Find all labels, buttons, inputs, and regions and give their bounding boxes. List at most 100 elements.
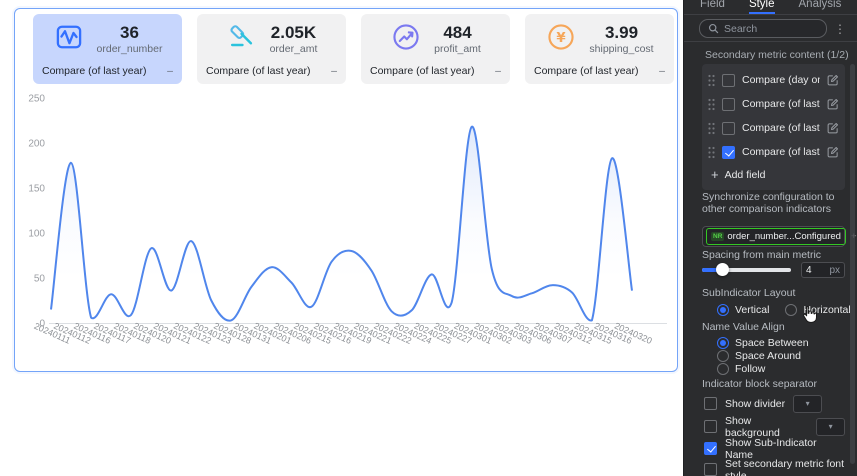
edit-icon[interactable] bbox=[827, 98, 839, 110]
metric-value: 3.99 bbox=[604, 23, 639, 42]
align-radio[interactable] bbox=[717, 362, 729, 375]
y-axis-tick: 250 bbox=[28, 94, 45, 105]
field-label: Compare (of last week) bbox=[742, 98, 820, 110]
search-input[interactable]: Search bbox=[699, 19, 827, 38]
metric-card-order_number[interactable]: 36 order_number Compare (of last year) – bbox=[33, 14, 182, 84]
panel-scrollbar[interactable] bbox=[850, 64, 855, 464]
field-row[interactable]: Compare (day on day) bbox=[708, 68, 839, 92]
align-option[interactable]: Space Between bbox=[717, 336, 857, 349]
compare-label: Compare (of last year) bbox=[42, 65, 147, 77]
drag-handle-icon[interactable] bbox=[708, 74, 715, 87]
y-axis-tick: 100 bbox=[28, 229, 45, 240]
compare-row: Compare (of last year) – bbox=[525, 65, 674, 84]
metric-values: 3.99 shipping_cost bbox=[589, 23, 654, 56]
line-chart-icon bbox=[53, 21, 85, 58]
metric-card-main: 36 order_number bbox=[33, 21, 182, 58]
align-option-label: Space Between bbox=[735, 336, 809, 349]
metric-card-profit_amt[interactable]: 484 profit_amt Compare (of last year) – bbox=[361, 14, 510, 84]
field-row[interactable]: Compare (of last mon... bbox=[708, 116, 839, 140]
y-axis-tick: 200 bbox=[28, 139, 45, 150]
drag-handle-icon[interactable] bbox=[708, 146, 715, 159]
name-value-align-options: Space Between Space Around Follow bbox=[717, 336, 857, 375]
field-row[interactable]: Compare (of last week) bbox=[708, 92, 839, 116]
toggle-checkbox[interactable] bbox=[704, 463, 717, 476]
chart-line-series bbox=[50, 125, 633, 322]
align-radio[interactable] bbox=[717, 336, 729, 349]
sync-target-select[interactable]: NR order_number...Configured +2 ▾ bbox=[702, 226, 857, 247]
tab-analysis[interactable]: Analysis bbox=[798, 0, 842, 10]
layout-option[interactable]: Vertical bbox=[717, 304, 769, 317]
toggle-row: Show Sub-Indicator Name bbox=[704, 437, 845, 461]
toggle-row: Show background ▾ bbox=[704, 415, 845, 439]
toggle-row: Show divider ▾ bbox=[704, 394, 845, 413]
line-chart-svg: 0501001502002502024011120240112202401162… bbox=[28, 94, 667, 346]
metric-label: shipping_cost bbox=[589, 43, 654, 55]
metric-values: 2.05K order_amt bbox=[270, 23, 318, 56]
numeric-field-icon: NR bbox=[711, 232, 725, 241]
field-row[interactable]: Compare (of last year) bbox=[708, 140, 839, 164]
compare-row: Compare (of last year) – bbox=[361, 65, 510, 84]
field-label: Compare (of last year) bbox=[742, 146, 820, 158]
search-icon bbox=[708, 23, 719, 34]
metric-cards-row: 36 order_number Compare (of last year) –2.0… bbox=[33, 14, 674, 84]
spacing-slider-row: 4 px bbox=[702, 262, 845, 278]
tab-style[interactable]: Style bbox=[748, 0, 775, 14]
field-checkbox[interactable] bbox=[722, 97, 735, 111]
edit-icon[interactable] bbox=[827, 122, 839, 134]
metric-card-main: 2.05K order_amt bbox=[197, 21, 346, 58]
drag-handle-icon[interactable] bbox=[708, 98, 715, 111]
align-option-label: Space Around bbox=[735, 349, 801, 362]
metric-card-shipping_cost[interactable]: ¥3.99 shipping_cost Compare (of last year)… bbox=[525, 14, 674, 84]
add-field-label: Add field bbox=[724, 169, 766, 181]
kebab-menu-icon[interactable]: ⋮ bbox=[834, 21, 846, 36]
tab-field[interactable]: Field bbox=[700, 0, 725, 10]
caret-down-icon: ▾ bbox=[805, 399, 810, 408]
metric-card-order_amt[interactable]: 2.05K order_amt Compare (of last year) – bbox=[197, 14, 346, 84]
spacing-slider[interactable] bbox=[702, 263, 791, 277]
section-title: Secondary metric content (1/2) bbox=[705, 49, 849, 61]
chart-area-fill bbox=[51, 126, 632, 324]
toggle-label: Show Sub-Indicator Name bbox=[725, 436, 817, 461]
search-row: Search ⋮ bbox=[684, 16, 857, 42]
field-checkbox[interactable] bbox=[722, 145, 735, 159]
layout-radio[interactable] bbox=[785, 304, 798, 316]
toggle-label: Set secondary metric font style bbox=[725, 457, 845, 476]
compare-value: – bbox=[495, 65, 501, 77]
trend-line-chart[interactable]: 0 50 100 150 200 250 20240111 20240112 20240116 2… bbox=[15, 89, 677, 367]
y-axis-tick: 50 bbox=[34, 274, 46, 285]
compare-label: Compare (of last year) bbox=[206, 65, 311, 77]
toggle-checkbox[interactable] bbox=[704, 442, 717, 455]
toggle-checkbox[interactable] bbox=[704, 397, 717, 410]
toggle-label: Show divider bbox=[725, 397, 786, 410]
edit-icon[interactable] bbox=[827, 74, 839, 86]
field-checkbox[interactable] bbox=[722, 121, 735, 135]
add-field-button[interactable]: + Add field bbox=[708, 164, 839, 186]
y-axis-tick: 0 bbox=[39, 319, 45, 330]
indicator-chart-widget[interactable]: 36 order_number Compare (of last year) –2.0… bbox=[14, 8, 678, 372]
layout-option-label: Horizontal bbox=[803, 304, 851, 316]
panel-tabs: Field Style Analysis bbox=[684, 0, 857, 15]
drag-handle-icon[interactable] bbox=[708, 122, 715, 135]
toggle-checkbox[interactable] bbox=[704, 420, 717, 433]
layout-option[interactable]: Horizontal bbox=[785, 304, 851, 317]
edit-icon[interactable] bbox=[827, 146, 839, 158]
slider-thumb[interactable] bbox=[715, 263, 729, 276]
separator-label: Indicator block separator bbox=[702, 378, 817, 390]
subindicator-layout-options: Vertical Horizontal bbox=[717, 303, 857, 317]
style-settings-panel: Field Style Analysis Search ⋮ Secondary … bbox=[683, 0, 857, 476]
metric-card-main: 484 profit_amt bbox=[361, 21, 510, 58]
plus-icon: + bbox=[711, 167, 719, 182]
metric-value: 2.05K bbox=[270, 23, 317, 42]
style-dropdown[interactable]: ▾ bbox=[793, 394, 823, 413]
spacing-value-input[interactable]: 4 px bbox=[801, 262, 845, 278]
field-tag: NR order_number...Configured bbox=[706, 228, 846, 245]
style-dropdown[interactable]: ▾ bbox=[816, 417, 845, 436]
layout-radio[interactable] bbox=[717, 304, 729, 316]
align-radio[interactable] bbox=[717, 349, 729, 362]
align-option[interactable]: Follow bbox=[717, 362, 857, 375]
spacing-unit: px bbox=[829, 264, 840, 276]
slider-track[interactable] bbox=[702, 268, 791, 272]
compare-row: Compare (of last year) – bbox=[33, 65, 182, 84]
align-option[interactable]: Space Around bbox=[717, 349, 857, 362]
field-checkbox[interactable] bbox=[722, 73, 735, 87]
